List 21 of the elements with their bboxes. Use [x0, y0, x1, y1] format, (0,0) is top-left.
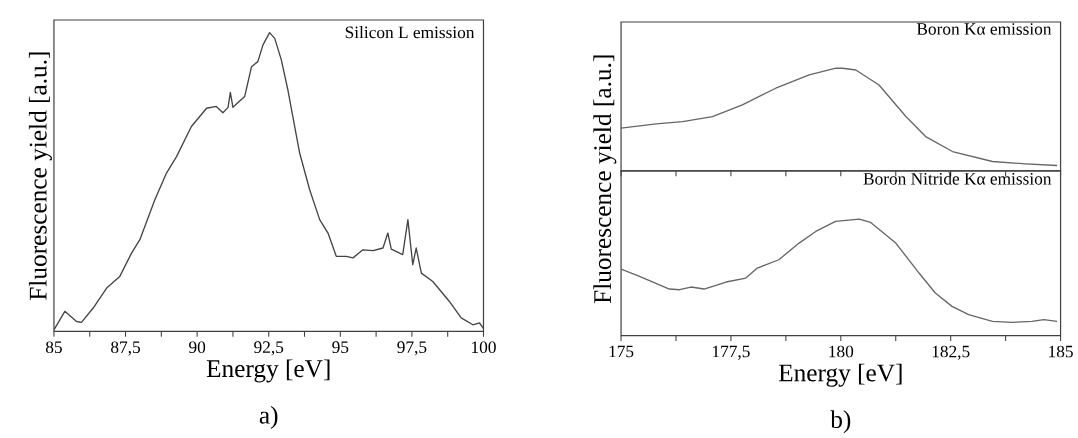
x-tick-label: 180: [829, 345, 854, 358]
x-tick-label: 85: [45, 341, 62, 354]
text: a): [259, 406, 278, 430]
y-axis-title: Fluorescence yield [a.u.]: [593, 55, 617, 304]
x-tick-label: 100: [472, 341, 496, 354]
x-tick-label: 95: [332, 341, 349, 354]
chart-title: Boron Nitride Kα emission: [863, 172, 1052, 185]
x-axis-title: Energy [eV]: [206, 359, 330, 383]
x-tick-label: 185: [1049, 345, 1073, 358]
x-axis-title: Energy [eV]: [778, 363, 902, 387]
x-tick-label: 175: [609, 345, 634, 358]
text: b): [830, 410, 851, 434]
x-tick-label: 87,5: [111, 341, 141, 356]
x-tick-label: 182,5: [932, 345, 970, 361]
chart-title: Boron Kα emission: [916, 23, 1052, 35]
chart-title: Silicon L emission: [345, 26, 475, 39]
y-axis-title: Fluorescence yield [a.u.]: [28, 52, 52, 301]
x-tick-label: 97,5: [397, 341, 427, 356]
x-tick-label: 90: [189, 341, 206, 354]
x-tick-label: 92,5: [254, 341, 284, 356]
x-tick-label: 177,5: [712, 345, 750, 360]
